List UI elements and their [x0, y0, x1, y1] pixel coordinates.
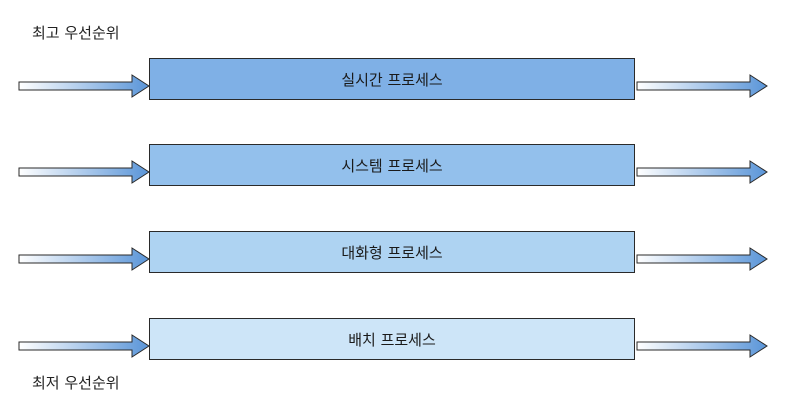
process-label: 배치 프로세스: [348, 330, 436, 349]
incoming-arrow-icon: [18, 74, 150, 98]
queue-row-interactive: 대화형 프로세스: [0, 231, 803, 287]
queue-row-system: 시스템 프로세스: [0, 144, 803, 200]
outgoing-arrow-icon: [636, 160, 768, 184]
incoming-arrow-icon: [18, 334, 150, 358]
process-label: 시스템 프로세스: [341, 156, 443, 175]
incoming-arrow-icon: [18, 247, 150, 271]
queue-row-batch: 배치 프로세스: [0, 318, 803, 374]
process-label: 실시간 프로세스: [341, 70, 443, 89]
lowest-priority-label: 최저 우선순위: [32, 374, 120, 392]
process-box-interactive: 대화형 프로세스: [149, 231, 635, 273]
highest-priority-label: 최고 우선순위: [32, 24, 120, 42]
queue-row-realtime: 실시간 프로세스: [0, 58, 803, 114]
outgoing-arrow-icon: [636, 74, 768, 98]
incoming-arrow-icon: [18, 160, 150, 184]
process-label: 대화형 프로세스: [341, 243, 443, 262]
outgoing-arrow-icon: [636, 247, 768, 271]
outgoing-arrow-icon: [636, 334, 768, 358]
process-box-batch: 배치 프로세스: [149, 318, 635, 360]
process-box-realtime: 실시간 프로세스: [149, 58, 635, 100]
process-box-system: 시스템 프로세스: [149, 144, 635, 186]
